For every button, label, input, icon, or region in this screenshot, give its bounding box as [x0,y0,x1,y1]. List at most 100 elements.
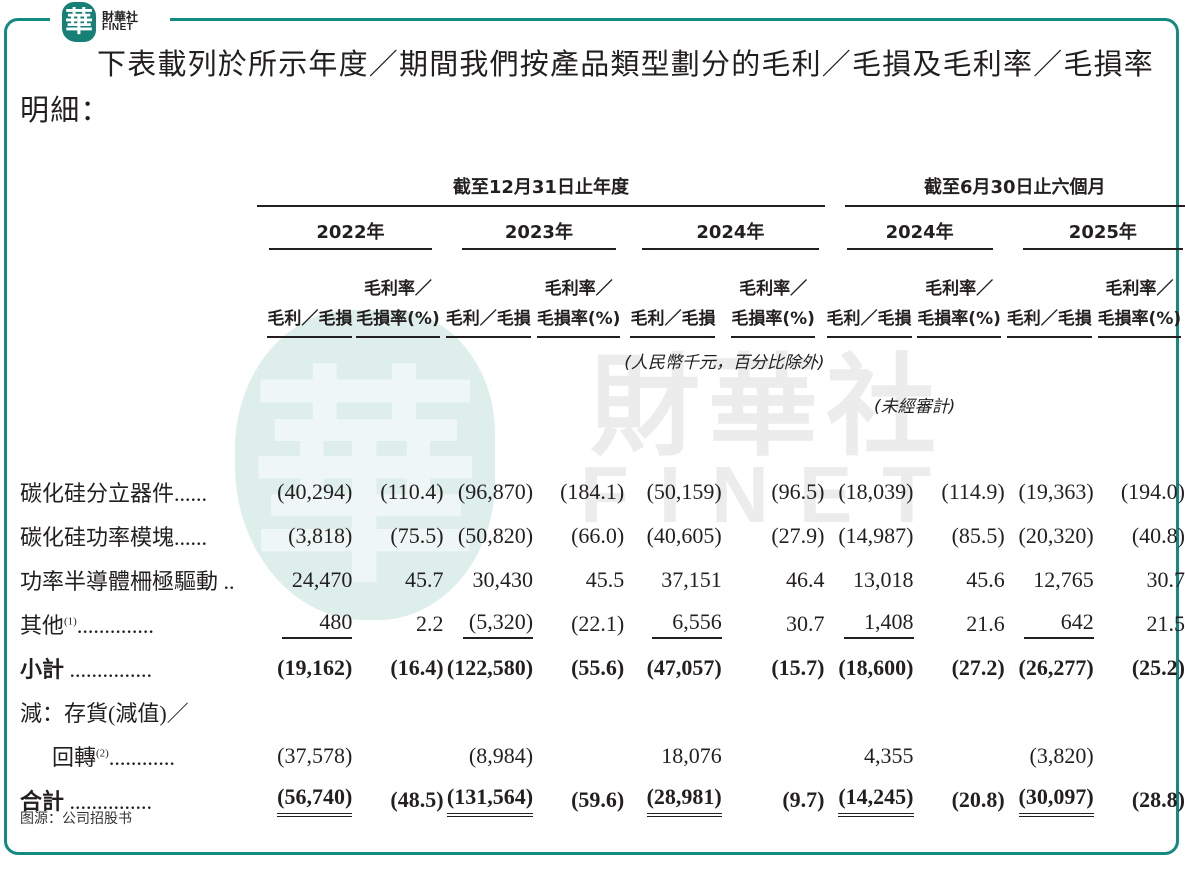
col-header-amount: 毛利／毛損 [1005,256,1094,338]
year-header-2024-h1: 2024年 [825,212,1005,256]
cell-amount: 4,355 [864,743,914,768]
cell-amount: (47,057) [646,655,722,680]
col-header-amount: 毛利／毛損 [444,256,533,338]
cell-amount: 13,018 [853,567,914,592]
cell-amount: 6,556 [624,602,722,646]
cell-amount: 642 [1005,602,1094,646]
cell-rate: (16.4) [390,655,444,680]
unit-note: (人民幣千元，百分比除外) [624,352,825,373]
cell-amount: (14,987) [838,523,914,548]
row-label: 小計 ............... [20,657,153,682]
cell-amount: 480 [247,602,353,646]
group-header-six-months: 截至6月30日止六個月 [825,168,1185,212]
table-row: 減：存貨(減值)／ [14,690,1185,734]
cell-rate: (110.4) [380,479,444,504]
cell-amount: 30,430 [472,567,534,592]
cell-amount: (19,363) [1018,479,1094,504]
cell-rate: (40.8) [1131,523,1185,548]
row-label: 碳化硅分立器件...... [20,481,208,506]
row-label: 減：存貨(減值)／ [20,701,189,726]
row-label: 回轉(2)............ [52,745,175,770]
table-row-total: 合計 ............... (56,740) (48.5) (131,… [14,778,1185,822]
logo-name-cn: 財華社 [102,10,139,24]
cell-amount: (14,245) [825,778,914,822]
table-row: 其他(1).............. 480 2.2 (5,320) (22.… [14,602,1185,646]
cell-rate: (48.5) [390,787,444,812]
year-header-2023: 2023年 [444,212,625,256]
cell-amount: (18,600) [838,655,914,680]
cell-rate: (15.7) [771,655,825,680]
cell-rate [722,734,825,778]
cell-rate: (96.5) [771,479,825,504]
cell-rate: (9.7) [782,787,825,812]
cell-amount: (28,981) [624,778,722,822]
unaudited-note: (未經審計) [873,396,956,417]
group-header-fiscal-year: 截至12月31日止年度 [247,168,825,212]
row-label: 合計 ............... [20,789,153,814]
cell-rate [914,734,1005,778]
table-row: 碳化硅分立器件...... (40,294) (110.4) (96,870) … [14,470,1185,514]
watermark-text-en: FINET [580,450,962,539]
cell-amount: (19,162) [277,655,353,680]
cell-amount: (50,820) [457,523,534,548]
col-header-rate: 毛利率／ 毛損率(%) [1094,256,1185,338]
cell-amount: (20,320) [1018,523,1094,548]
cell-rate: (22.1) [571,611,625,636]
cell-amount: (3,818) [288,523,353,548]
col-header-rate: 毛利率／ 毛損率(%) [914,256,1005,338]
table-row: 功率半導體柵極驅動 .. 24,470 45.7 30,430 45.5 37,… [14,558,1185,602]
cell-amount: 1,408 [825,602,914,646]
watermark-logo-char: 華 [249,344,480,615]
cell-amount: (3,820) [1029,743,1094,768]
cell-rate: (194.0) [1120,479,1185,504]
year-header-2024: 2024年 [624,212,824,256]
watermark-logo-shape [235,310,495,620]
cell-amount: (5,320) [444,602,534,646]
watermark-text-cn: 財華社 [590,343,944,471]
table-row-subtotal: 小計 ............... (19,162) (16.4) (122,… [14,646,1185,690]
cell-amount: 18,076 [661,743,722,768]
cell-rate [533,734,624,778]
finet-logo-icon: 華 [62,2,96,42]
table-row: 回轉(2)............ (37,578) (8,984) 18,07… [14,734,1185,778]
year-header-2022: 2022年 [247,212,443,256]
cell-rate: 46.4 [786,567,825,592]
col-header-amount: 毛利／毛損 [825,256,914,338]
cell-amount: 12,765 [1033,567,1094,592]
cell-rate: (85.5) [951,523,1005,548]
cell-amount: (26,277) [1018,655,1094,680]
cell-rate: (66.0) [571,523,625,548]
gross-profit-table: 截至12月31日止年度 截至6月30日止六個月 2022年 2023年 2024… [14,168,1185,822]
cell-amount: (56,740) [247,778,353,822]
cell-rate [352,734,443,778]
row-label: 碳化硅功率模塊...... [20,525,208,550]
cell-amount: (96,870) [457,479,534,504]
finet-logo: 華 財華社 FINET [62,2,145,42]
row-label: 功率半導體柵極驅動 .. [20,569,235,594]
cell-amount: (37,578) [277,743,353,768]
row-label: 其他(1).............. [20,613,154,638]
cell-rate [1094,734,1185,778]
cell-rate: 45.6 [966,567,1005,592]
intro-paragraph: 下表載列於所示年度／期間我們按產品類型劃分的毛利／毛損及毛利率／毛損率明細： [20,49,1155,127]
col-header-rate: 毛利率／ 毛損率(%) [533,256,624,338]
cell-amount: (40,605) [646,523,722,548]
source-caption: 图源：公司招股书 [20,811,132,827]
cell-rate: (27.2) [951,655,1005,680]
cell-amount: (30,097) [1005,778,1094,822]
cell-rate: 45.7 [405,567,444,592]
cell-rate: (184.1) [560,479,625,504]
cell-rate: 45.5 [585,567,625,592]
col-header-amount: 毛利／毛損 [247,256,353,338]
cell-amount: 37,151 [661,567,722,592]
logo-name-en: FINET [102,22,134,33]
cell-amount: (50,159) [646,479,722,504]
content-frame [4,18,1179,855]
cell-rate: (27.9) [771,523,825,548]
cell-rate: (28.8) [1131,787,1185,812]
cell-rate: 30.7 [786,611,825,636]
cell-amount: (131,564) [444,778,534,822]
cell-rate: 30.7 [1146,567,1185,592]
cell-rate: (55.6) [571,655,625,680]
cell-amount: (40,294) [277,479,353,504]
